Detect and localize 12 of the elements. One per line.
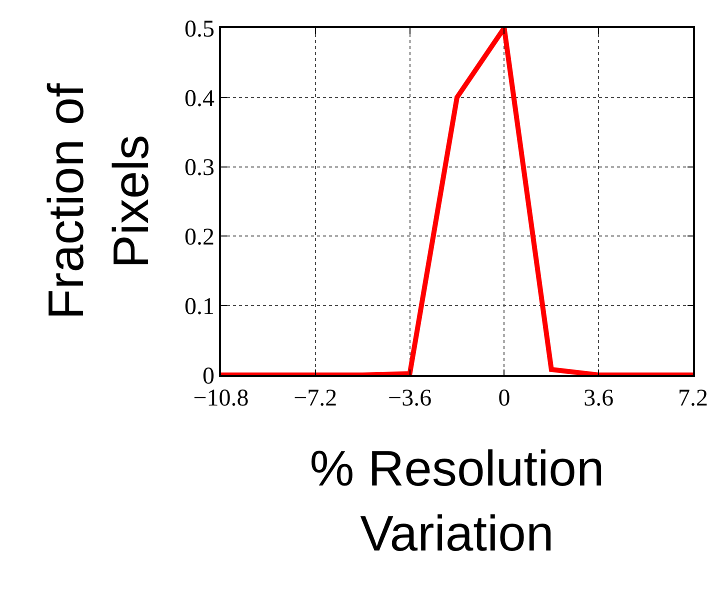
x-tick-label: −7.2 xyxy=(294,386,338,412)
y-tick-label: 0.1 xyxy=(184,294,214,320)
x-axis-title: % Resolution Variation xyxy=(310,440,604,562)
y-tick-label: 0.5 xyxy=(184,16,214,42)
x-tick-label: 7.2 xyxy=(678,386,708,412)
y-tick-label: 0.4 xyxy=(184,86,214,112)
y-tick-label: 0.3 xyxy=(184,155,214,182)
x-tick-label: 0 xyxy=(498,386,510,412)
x-tick-label: −3.6 xyxy=(388,386,432,412)
y-tick-label: 0.2 xyxy=(184,224,214,251)
y-axis-title: Fraction of Pixels xyxy=(38,83,159,320)
x-tick-label: 3.6 xyxy=(584,386,614,412)
